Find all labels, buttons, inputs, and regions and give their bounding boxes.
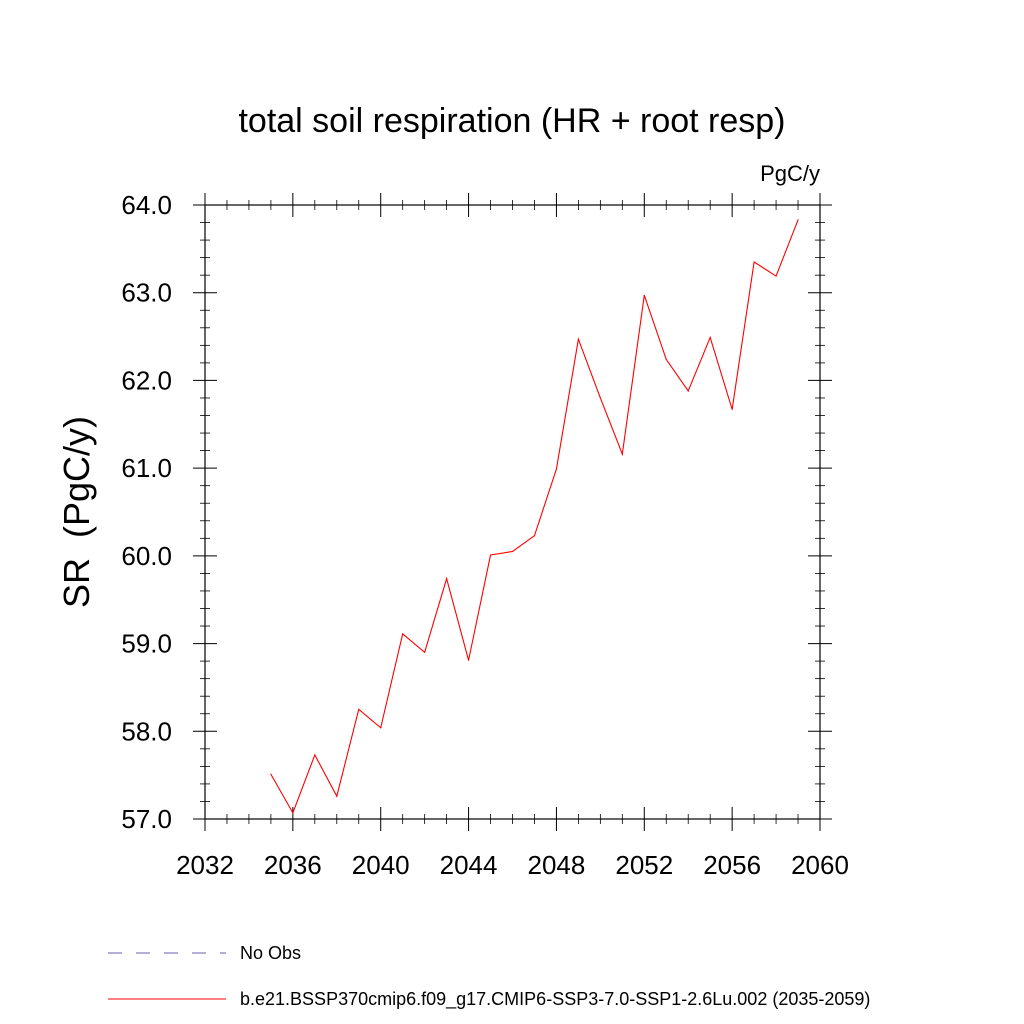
data-point	[797, 219, 799, 221]
data-point	[270, 773, 272, 775]
data-point	[687, 390, 689, 392]
data-point	[446, 578, 448, 580]
data-point	[336, 795, 338, 797]
x-tick-label: 2060	[791, 850, 849, 880]
data-point	[292, 812, 294, 814]
data-point	[665, 358, 667, 360]
data-point	[489, 554, 492, 556]
data-point	[402, 633, 404, 635]
data-point	[358, 708, 360, 710]
data-point	[643, 294, 645, 296]
x-tick-label: 2044	[440, 850, 498, 880]
series-lines	[270, 219, 799, 815]
data-point	[380, 727, 382, 729]
y-tick-label: 60.0	[121, 541, 172, 571]
data-point	[314, 754, 316, 756]
data-point	[555, 468, 558, 470]
legend-label-series: b.e21.BSSP370cmip6.f09_g17.CMIP6-SSP3-7.…	[240, 989, 870, 1010]
y-tick-labels: 57.0 58.0 59.0 60.0 61.0 62.0 63.0 64.0	[121, 190, 172, 834]
data-point	[775, 275, 777, 277]
y-tick-label: 58.0	[121, 716, 172, 746]
legend-label-no-obs: No Obs	[240, 943, 301, 963]
data-point	[577, 338, 579, 340]
data-point	[731, 408, 733, 410]
data-point	[753, 261, 755, 263]
data-point	[709, 336, 711, 339]
y-tick-label: 64.0	[121, 190, 172, 220]
x-tick-labels: 2032 2036 2040 2044 2048 2052 2056 2060	[176, 850, 849, 880]
y-tick-label: 61.0	[121, 453, 172, 483]
data-point	[599, 397, 601, 399]
data-point	[533, 535, 536, 537]
data-point	[511, 550, 514, 553]
y-tick-label: 62.0	[121, 365, 172, 395]
chart-title: total soil respiration (HR + root resp)	[238, 102, 785, 140]
minor-ticks	[200, 200, 825, 824]
y-tick-label: 57.0	[121, 804, 172, 834]
units-label: PgC/y	[760, 161, 820, 186]
x-tick-label: 2036	[264, 850, 322, 880]
x-tick-label: 2032	[176, 850, 234, 880]
data-point	[621, 453, 623, 455]
x-tick-label: 2052	[615, 850, 673, 880]
legend: No Obs b.e21.BSSP370cmip6.f09_g17.CMIP6-…	[108, 943, 870, 1010]
data-point	[467, 659, 470, 661]
data-point	[424, 651, 426, 653]
plot-frame	[204, 204, 821, 820]
x-tick-label: 2048	[528, 850, 586, 880]
y-axis-label: SR (PgC/y)	[56, 416, 97, 608]
x-tick-label: 2040	[352, 850, 410, 880]
y-tick-label: 63.0	[121, 278, 172, 308]
x-tick-label: 2056	[703, 850, 761, 880]
y-tick-label: 59.0	[121, 629, 172, 659]
series-line-0	[270, 219, 799, 815]
major-ticks	[193, 193, 832, 831]
data-points	[270, 219, 799, 814]
